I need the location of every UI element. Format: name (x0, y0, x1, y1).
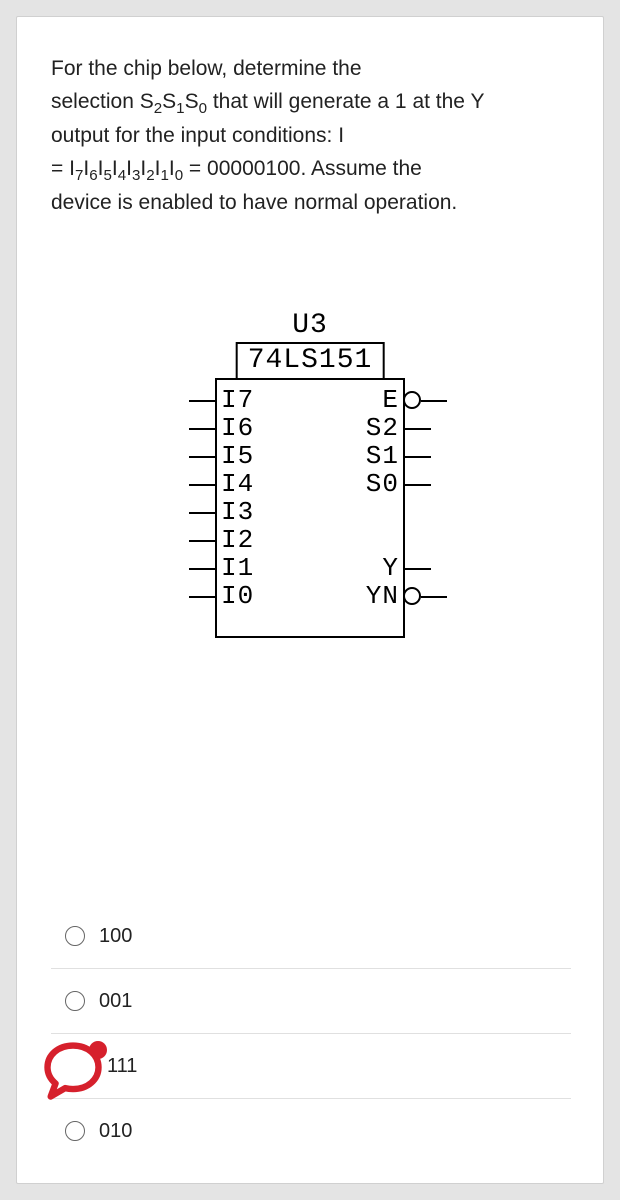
pin-label: S2 (366, 414, 399, 442)
question-card: For the chip below, determine the select… (16, 16, 604, 1184)
pin-lead (405, 456, 431, 458)
pin-lead (189, 456, 215, 458)
pin-label: I7 (221, 386, 254, 414)
pin-label: I4 (221, 470, 254, 498)
pin-label: S1 (366, 442, 399, 470)
pin-label: Y (382, 554, 399, 582)
pin-lead (405, 568, 431, 570)
answer-options: 100 001 111 010 (51, 904, 571, 1163)
radio-icon[interactable] (65, 926, 85, 946)
option-row[interactable]: 100 (51, 904, 571, 968)
option-row[interactable]: 001 (51, 969, 571, 1033)
pin-lead (421, 400, 447, 402)
radio-icon[interactable] (65, 1121, 85, 1141)
chip-diagram: U3 74LS151 I7I6I5I4I3I2I1I0 ES2S1S0 YYN (51, 310, 569, 730)
pin-label: S0 (366, 470, 399, 498)
option-row[interactable]: 010 (51, 1099, 571, 1163)
q-line5: device is enabled to have normal operati… (51, 191, 457, 214)
chat-widget[interactable] (39, 1037, 107, 1105)
pin-lead (405, 484, 431, 486)
q-line4: = I7I6I5I4I3I2I1I0 = 00000100. Assume th… (51, 157, 422, 180)
option-label: 100 (99, 925, 132, 948)
pin-label: I0 (221, 582, 254, 610)
chip-ref: U3 (292, 310, 328, 341)
option-label: 001 (99, 990, 132, 1013)
pin-label: I3 (221, 498, 254, 526)
q-line2: selection S2S1S0 that will generate a 1 … (51, 90, 484, 113)
q-line3: output for the input conditions: I (51, 124, 344, 147)
pin-label: I1 (221, 554, 254, 582)
pin-lead (421, 596, 447, 598)
question-text: For the chip below, determine the select… (51, 53, 569, 220)
pin-label: I5 (221, 442, 254, 470)
pin-lead (189, 484, 215, 486)
option-label: 010 (99, 1120, 132, 1143)
chip-part: 74LS151 (236, 342, 385, 380)
pin-lead (405, 428, 431, 430)
pin-lead (189, 400, 215, 402)
pin-label: YN (366, 582, 399, 610)
option-label: 111 (107, 1055, 137, 1078)
chip-body: I7I6I5I4I3I2I1I0 ES2S1S0 YYN (215, 378, 405, 638)
pin-lead (189, 512, 215, 514)
inversion-bubble-icon (403, 391, 421, 409)
pin-lead (189, 596, 215, 598)
notification-dot-icon (89, 1041, 107, 1059)
inversion-bubble-icon (403, 587, 421, 605)
pin-label: I2 (221, 526, 254, 554)
radio-icon[interactable] (65, 991, 85, 1011)
pin-lead (189, 428, 215, 430)
pin-label: I6 (221, 414, 254, 442)
q-line1: For the chip below, determine the (51, 57, 362, 80)
pin-lead (189, 568, 215, 570)
option-row[interactable]: 111 (51, 1034, 571, 1098)
pin-label: E (382, 386, 399, 414)
pin-lead (189, 540, 215, 542)
